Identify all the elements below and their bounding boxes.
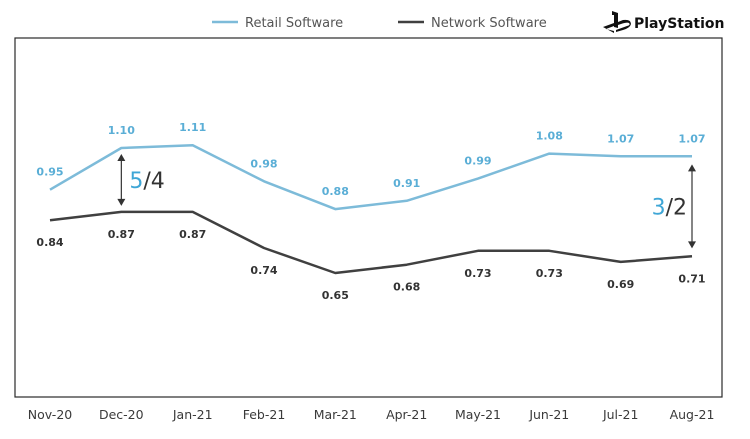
data-label-network-nov-20: 0.84 [36,236,63,249]
series-layer [49,143,693,275]
ratio-arrowhead-dec-bottom [117,198,126,206]
ratio-arrowhead-aug-bottom [688,241,696,249]
playstation-logo-icon [603,11,631,33]
brand: PlayStation [603,11,725,33]
data-label-retail-jan-21: 1.11 [179,121,206,134]
ratio-arrowhead-dec-top [117,154,126,161]
data-label-network-jun-21: 0.73 [536,267,563,280]
data-label-network-may-21: 0.73 [464,267,491,280]
x-tick-label-mar-21: Mar-21 [314,407,357,422]
data-label-network-dec-20: 0.87 [108,228,135,241]
x-tick-label-nov-20: Nov-20 [28,407,73,422]
ratio-numerator-dec: 5 [129,169,143,194]
legend-label-retail: Retail Software [245,16,343,31]
series-line-network [49,210,693,275]
data-label-retail-apr-21: 0.91 [393,177,420,190]
data-label-network-jul-21: 0.69 [607,278,634,291]
data-label-network-feb-21: 0.74 [250,264,277,277]
x-tick-label-apr-21: Apr-21 [386,407,427,422]
x-tick-label-feb-21: Feb-21 [243,407,286,422]
ratio-annotation-dec: 5/4 [117,154,165,206]
x-tick-label-aug-21: Aug-21 [670,407,715,422]
plot-frame [14,37,723,398]
data-label-network-apr-21: 0.68 [393,281,420,294]
x-axis-tick-labels: Nov-20 Dec-20 Jan-21 Feb-21 Mar-21 Apr-21 May-… [28,407,715,422]
x-tick-label-dec-20: Dec-20 [99,407,144,422]
data-label-retail-feb-21: 0.98 [250,157,277,170]
ratio-slash-aug: / [666,195,674,220]
data-label-retail-aug-21: 1.07 [678,132,705,145]
data-label-retail-jun-21: 1.08 [536,130,563,143]
legend-label-network: Network Software [431,16,547,31]
data-labels: 0.95 1.10 1.11 0.98 0.88 0.91 0.99 1.08 1.07 1.07… [36,121,705,302]
ratio-denominator-aug: 2 [673,195,687,220]
data-label-retail-jul-21: 1.07 [607,132,634,145]
data-label-retail-dec-20: 1.10 [108,124,135,137]
brand-name: PlayStation [634,16,725,32]
x-tick-label-jun-21: Jun-21 [528,407,569,422]
ratio-arrowhead-aug-top [688,164,696,172]
ratio-numerator-aug: 3 [652,195,666,220]
data-label-network-aug-21: 0.71 [678,272,705,285]
data-label-retail-nov-20: 0.95 [36,166,63,179]
data-label-network-mar-21: 0.65 [322,289,349,302]
x-tick-label-may-21: May-21 [455,407,501,422]
data-label-retail-may-21: 0.99 [464,155,491,168]
data-label-network-jan-21: 0.87 [179,228,206,241]
ratio-label-aug: 3/2 [652,195,687,220]
ratio-annotation-aug: 3/2 [652,164,696,249]
x-tick-label-jan-21: Jan-21 [172,407,213,422]
ratio-denominator-dec: 4 [151,169,165,194]
x-tick-label-jul-21: Jul-21 [602,407,639,422]
data-label-retail-mar-21: 0.88 [322,185,349,198]
ratio-label-dec: 5/4 [129,169,164,194]
legend: Retail Software Network Software [212,16,547,31]
ratio-slash-dec: / [143,169,151,194]
series-line-retail [49,143,692,211]
